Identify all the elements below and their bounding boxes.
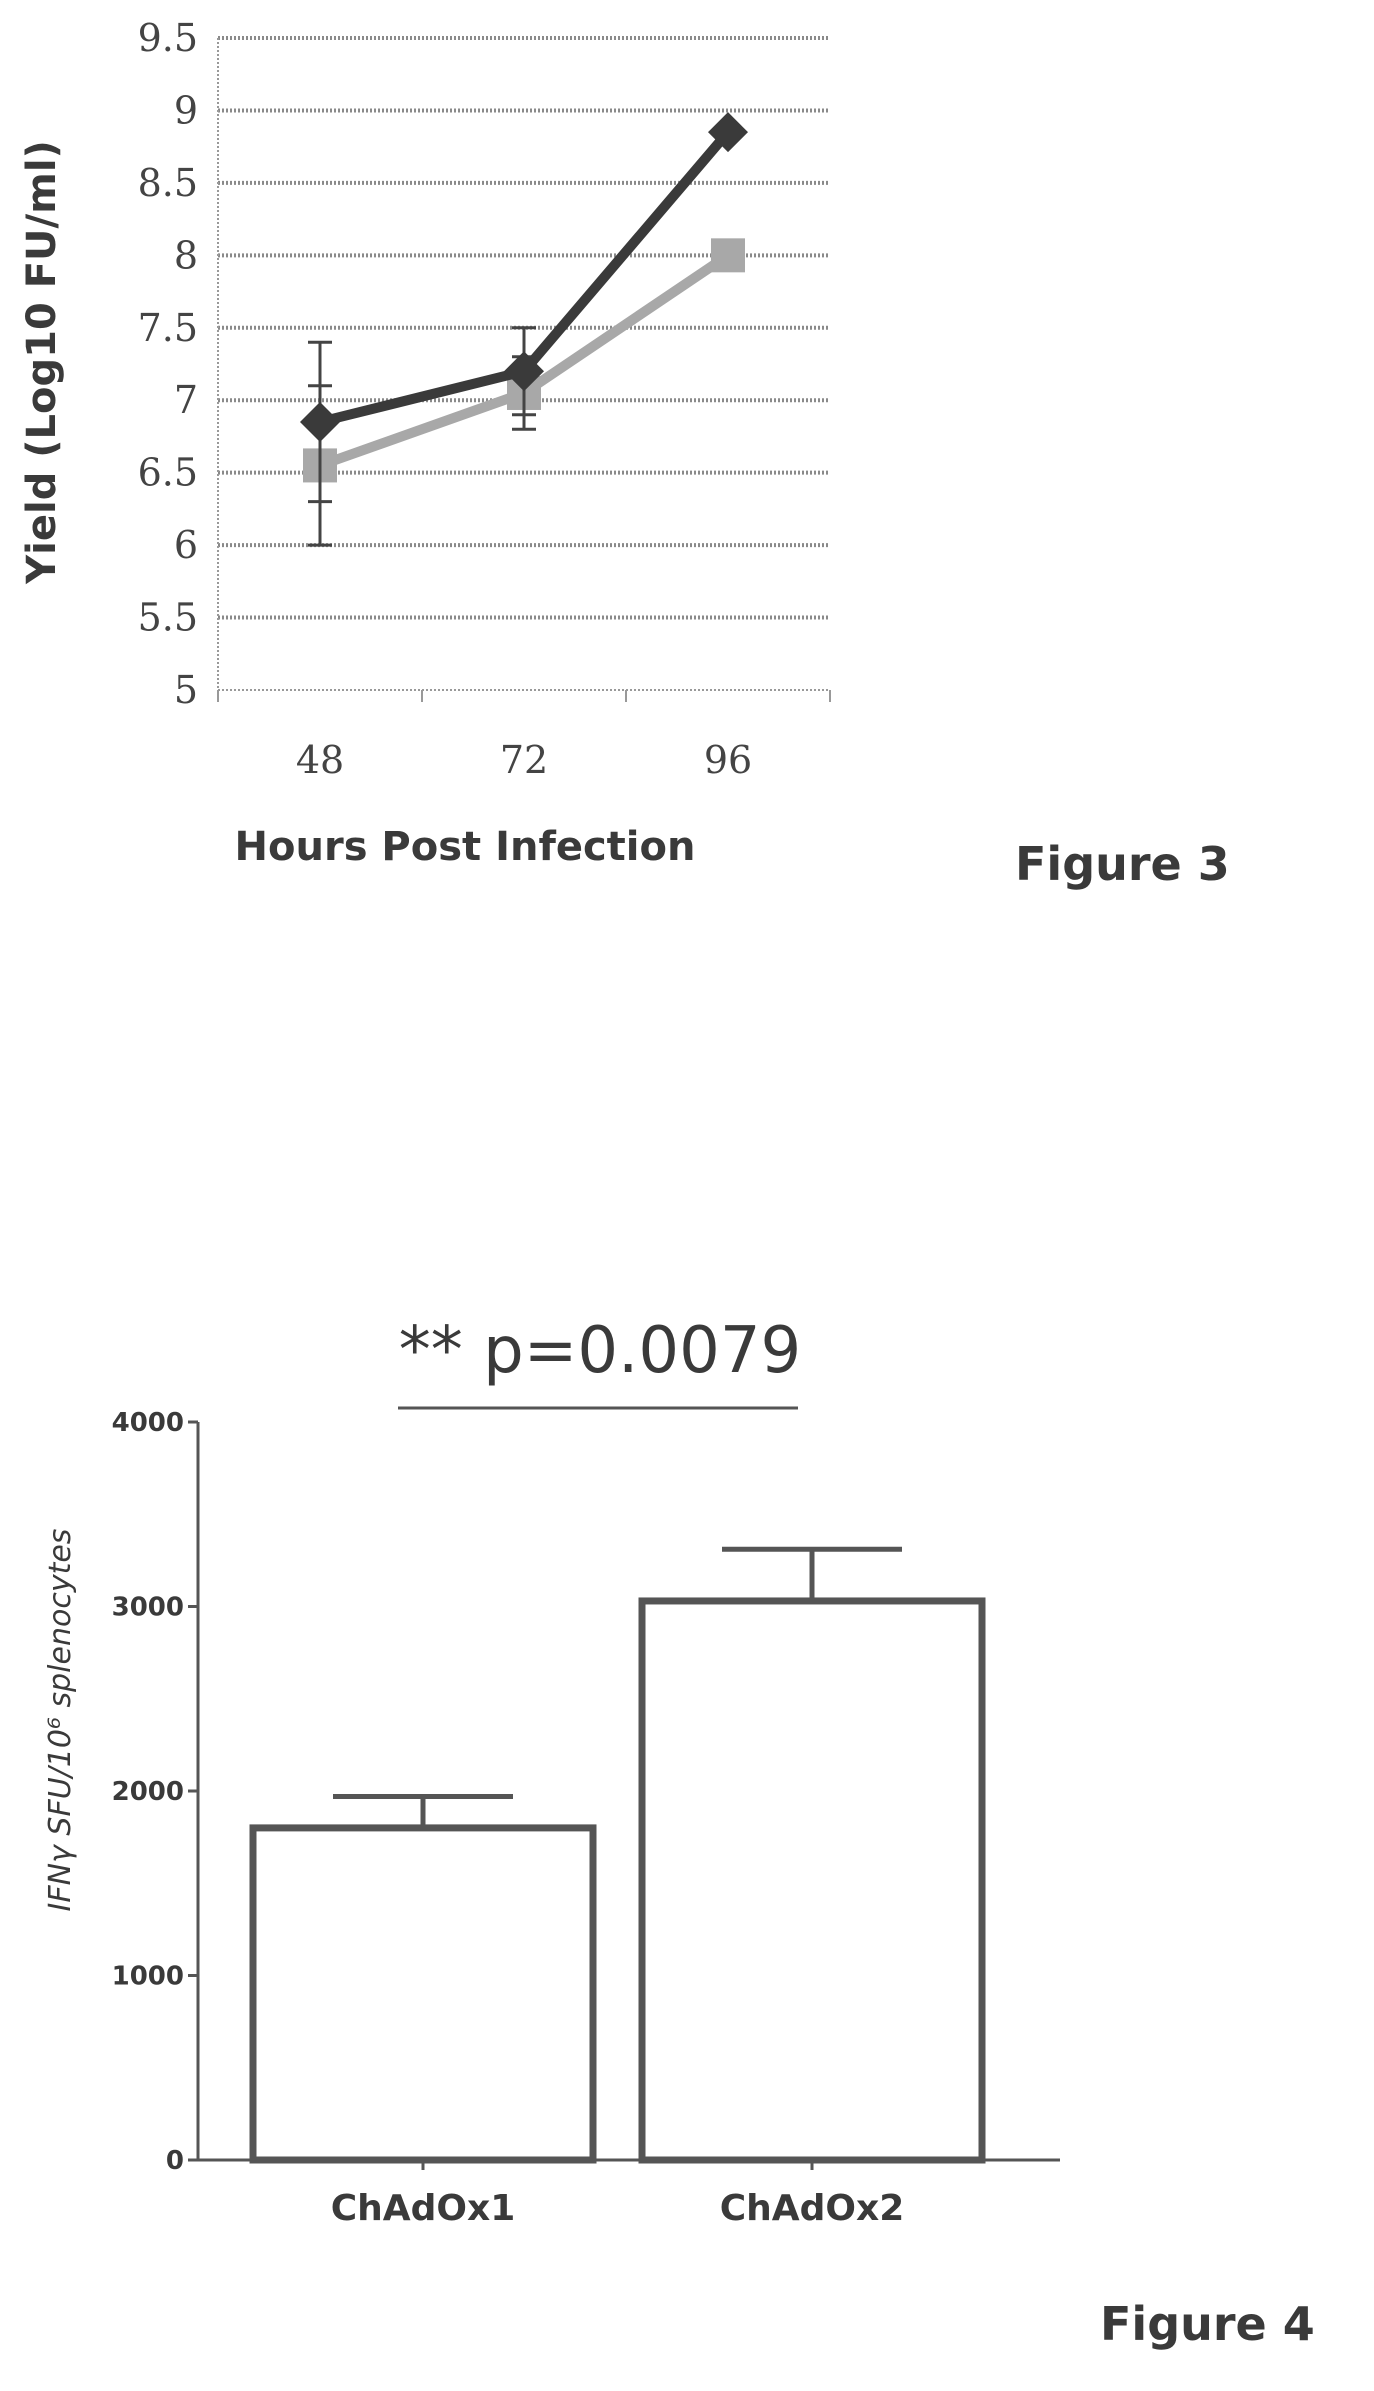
fig3-x-axis-title: Hours Post Infection <box>235 824 696 870</box>
fig4-x-tick-label: ChAdOx1 <box>331 2188 516 2229</box>
figure-3-label: Figure 3 <box>1015 837 1230 891</box>
fig4-bar <box>638 1597 986 2164</box>
fig3-x-tick-labels: 48 72 96 <box>296 738 752 782</box>
fig4-x-tick-label: ChAdOx2 <box>720 2188 905 2229</box>
fig3-axes <box>217 38 831 702</box>
fig3-x-tick-label: 96 <box>704 738 752 782</box>
fig4-significance-label: ** p=0.0079 <box>399 1314 802 1388</box>
figure-3-line-chart: 5 5.5 6 6.5 7 7.5 8 8.5 9 9.5 48 72 96 Hours Post I… <box>19 16 1230 891</box>
fig4-y-tick-label: 1000 <box>112 1962 184 1992</box>
fig3-y-tick-label: 6 <box>174 523 198 567</box>
fig4-x-tick-labels: ChAdOx1 ChAdOx2 <box>331 2188 905 2229</box>
figure-4-label: Figure 4 <box>1100 2297 1315 2351</box>
fig3-x-tick-label: 72 <box>500 738 548 782</box>
fig3-square-marker <box>711 238 745 273</box>
fig3-series <box>300 112 748 547</box>
fig4-bar <box>249 1824 597 2164</box>
fig3-x-tick-label: 48 <box>296 738 344 782</box>
fig4-y-tick-label: 4000 <box>112 1408 184 1438</box>
fig3-y-tick-label: 7.5 <box>138 306 198 350</box>
fig4-y-tick-label: 0 <box>166 2146 184 2176</box>
fig3-diamond-marker <box>708 112 748 153</box>
fig4-y-tick-label: 3000 <box>112 1593 184 1623</box>
fig3-y-tick-label: 9.5 <box>138 16 198 60</box>
fig4-bars <box>249 1546 986 2164</box>
fig4-y-axis-title: IFNγ SFU/10⁶ splenocytes <box>43 1529 78 1912</box>
fig3-diamond-marker <box>504 351 544 392</box>
fig3-y-tick-label: 8 <box>174 233 198 277</box>
fig3-y-tick-label: 7 <box>174 378 198 422</box>
fig3-diamond-marker <box>300 401 340 442</box>
fig3-y-axis-title: Yield (Log10 FU/ml) <box>19 140 65 585</box>
fig3-y-tick-label: 5.5 <box>138 596 198 640</box>
fig3-y-tick-labels: 5 5.5 6 6.5 7 7.5 8 8.5 9 9.5 <box>138 16 198 712</box>
fig3-y-tick-label: 6.5 <box>138 451 198 495</box>
fig3-y-tick-label: 8.5 <box>138 161 198 205</box>
fig4-y-tick-label: 2000 <box>112 1777 184 1807</box>
fig3-y-tick-label: 9 <box>174 88 198 132</box>
fig3-y-tick-label: 5 <box>174 668 198 712</box>
fig4-y-tick-labels: 0 1000 2000 3000 4000 <box>112 1408 184 2176</box>
fig3-series-group <box>300 112 748 504</box>
